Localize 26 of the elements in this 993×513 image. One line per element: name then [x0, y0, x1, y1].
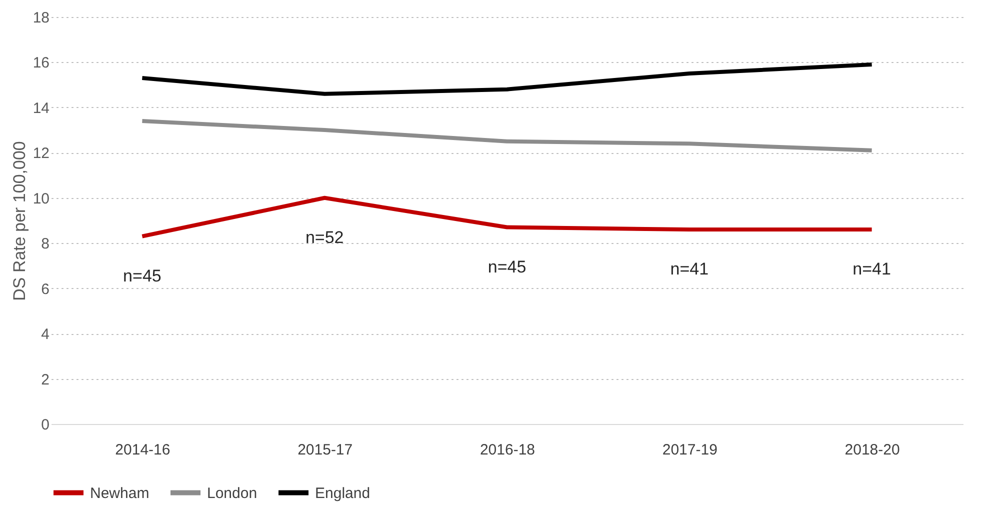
x-tick-label: 2018-20	[844, 442, 900, 458]
annotation: n=45	[123, 266, 162, 286]
y-tick-label: 8	[41, 236, 50, 253]
y-tick-label: 14	[32, 100, 50, 117]
annotation: n=45	[488, 257, 526, 276]
line-series	[140, 62, 874, 96]
y-tick-label: 2	[41, 371, 50, 388]
x-tick-label: 2014-16	[115, 442, 170, 458]
y-tick-label: 10	[32, 190, 50, 208]
y-tick-label: 0	[41, 416, 50, 434]
y-tick-label: 12	[32, 145, 50, 162]
x-tick-label: 2016-18	[480, 442, 536, 458]
legend-label: Newham	[90, 484, 150, 502]
x-tick-label: 2017-19	[662, 442, 718, 458]
y-tick-label: 6	[41, 280, 50, 298]
y-tick-label: 4	[41, 326, 50, 344]
y-axis-title: DS Rate per 100,000	[10, 141, 29, 301]
annotation: n=52	[305, 228, 344, 247]
annotation: n=41	[670, 260, 709, 279]
y-tick-label: 18	[32, 10, 50, 26]
legend-label: London	[207, 484, 258, 502]
annotation: n=41	[852, 260, 891, 279]
y-tick-label: 16	[32, 54, 50, 72]
line-series	[140, 119, 874, 152]
legend-label: England	[315, 484, 370, 502]
x-tick-label: 2015-17	[298, 442, 353, 458]
